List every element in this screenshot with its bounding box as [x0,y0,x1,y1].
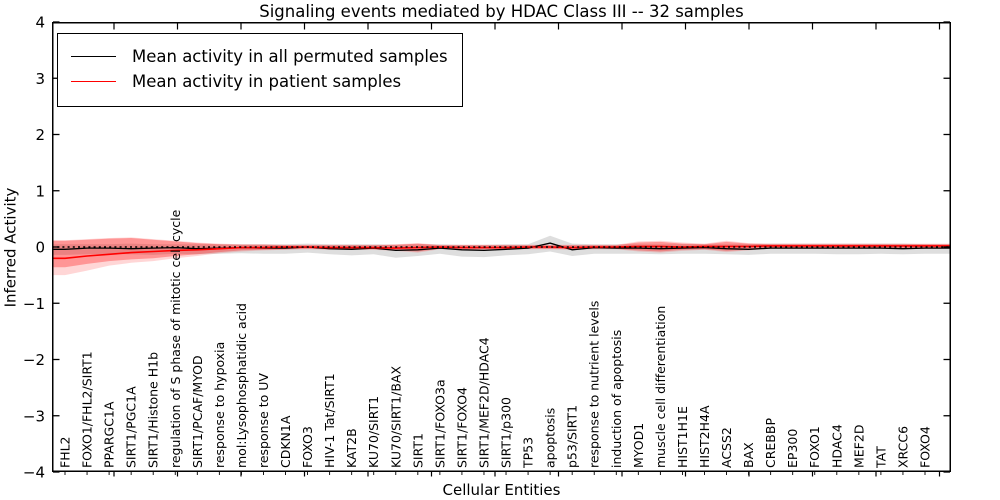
y-tick-label: −4 [23,464,45,482]
x-category-label: FOXO3 [300,426,315,468]
y-tick-label: 4 [35,14,45,32]
x-category-label: SIRT1/FOXO3a [432,379,447,468]
x-category-label: regulation of S phase of mitotic cell cy… [168,209,183,468]
permuted-std-band [52,235,951,258]
x-category-label: BAX [741,442,756,468]
y-tick-label: 2 [35,126,45,144]
legend-label-permuted: Mean activity in all permuted samples [132,47,448,66]
y-tick-label: −2 [23,351,45,369]
axes-frame [52,22,951,472]
x-category-label: response to nutrient levels [587,301,602,468]
legend-item-permuted: Mean activity in all permuted samples [71,47,448,66]
x-category-label: XRCC6 [895,426,910,468]
x-category-label: FOXO4 [918,426,933,468]
x-category-label: muscle cell differentiation [653,306,668,468]
x-category-label: HDAC4 [829,424,844,468]
y-tick-label: 1 [35,182,45,200]
x-category-label: FOXO1/FHL2/SIRT1 [80,351,95,468]
x-category-label: CREBBP [763,418,778,468]
x-axis-title: Cellular Entities [442,481,561,499]
legend-box: Mean activity in all permuted samples Me… [57,33,463,107]
x-category-label: HIST1H1E [675,406,690,468]
x-category-label: SIRT1/FOXO4 [454,387,469,468]
x-category-label: SIRT1/PCAF/MYOD [190,355,205,468]
legend-label-patient: Mean activity in patient samples [132,72,402,91]
x-category-label: HIST2H4A [697,405,712,468]
permuted-line-swatch [71,56,116,57]
y-tick-label: −1 [23,295,45,313]
x-category-label: KAT2B [344,428,359,468]
y-tick-label: 0 [35,239,45,257]
x-category-label: FHL2 [58,436,73,468]
x-category-label: MYOD1 [631,423,646,468]
x-category-label: induction of apoptosis [609,330,624,468]
legend-item-patient: Mean activity in patient samples [71,72,448,91]
x-category-label: SIRT1/PGC1A [124,386,139,468]
x-category-label: apoptosis [543,408,558,468]
x-category-label: SIRT1/MEF2D/HDAC4 [476,337,491,468]
x-category-label: CDKN1A [278,415,293,468]
x-category-label: SIRT1/Histone H1b [146,352,161,468]
x-category-label: EP300 [785,429,800,468]
x-category-label: KU70/SIRT1 [366,396,381,468]
x-category-label: MEF2D [851,425,866,468]
x-category-label: KU70/SIRT1/BAX [388,366,403,468]
x-category-label: HIV-1 Tat/SIRT1 [322,373,337,468]
x-category-label: ACSS2 [719,427,734,468]
y-tick-label: −3 [23,407,45,425]
x-category-label: response to hypoxia [212,342,227,468]
x-category-label: TAT [873,446,888,469]
x-category-label: TP53 [521,437,536,469]
patient-line-swatch [71,81,116,82]
x-category-label: FOXO1 [807,426,822,468]
x-category-label: SIRT1/p300 [499,397,514,468]
permuted-mean-line [52,242,951,252]
chart-title: Signaling events mediated by HDAC Class … [259,2,744,21]
x-category-label: SIRT1 [410,433,425,468]
x-category-label: PPARGC1A [102,401,117,468]
x-category-label: response to UV [256,373,271,468]
x-category-label: mol:Lysophosphatidic acid [234,303,249,468]
x-category-label: p53/SIRT1 [565,405,580,468]
y-tick-label: 3 [35,70,45,88]
patient-std-band-inner [52,238,951,268]
